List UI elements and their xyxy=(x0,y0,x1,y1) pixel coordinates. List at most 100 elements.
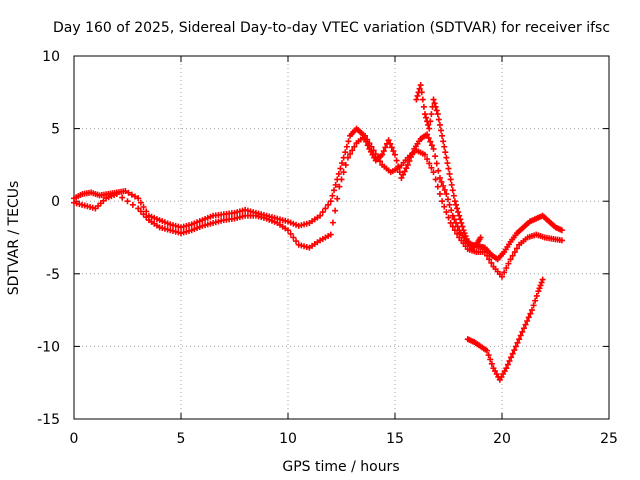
y-tick-label: -10 xyxy=(37,339,60,355)
data-point xyxy=(439,132,446,139)
data-point-fill xyxy=(427,118,434,125)
x-tick-label: 25 xyxy=(600,431,618,447)
data-point xyxy=(439,198,446,205)
data-point-fill xyxy=(322,205,329,212)
data-point-fill xyxy=(449,187,456,194)
data-point-fill xyxy=(426,160,433,167)
plot-frame xyxy=(73,55,610,420)
data-point-fill xyxy=(124,198,131,205)
data-point-fill xyxy=(512,343,519,350)
data-point-fill xyxy=(533,292,540,299)
data-point-fill xyxy=(441,143,448,150)
data-point-fill xyxy=(486,256,493,263)
series-track-b xyxy=(71,132,565,280)
data-point-fill xyxy=(419,96,426,103)
data-point-fill xyxy=(448,207,455,214)
data-point-fill xyxy=(438,127,445,134)
data-point xyxy=(434,111,441,118)
data-point-fill xyxy=(443,209,450,216)
data-point-fill xyxy=(128,191,135,198)
data-point-fill xyxy=(290,234,297,241)
data-point xyxy=(443,190,450,197)
data-point-fill xyxy=(432,153,439,160)
series-track-c xyxy=(413,82,484,251)
data-point-fill xyxy=(485,352,492,359)
data-point-fill xyxy=(436,190,443,197)
data-point-fill xyxy=(445,165,452,172)
data-point-fill xyxy=(425,135,432,142)
data-point-fill xyxy=(428,142,435,149)
data-point-fill xyxy=(332,207,339,214)
ticks-layer: 0 5 10 15 20 25 -15 -10 -5 0 5 10 xyxy=(37,49,618,447)
data-point-fill xyxy=(334,195,341,202)
data-point-fill xyxy=(444,196,451,203)
data-point xyxy=(113,190,120,197)
data-point-fill xyxy=(428,111,435,118)
data-point xyxy=(362,132,369,139)
data-point xyxy=(484,347,491,354)
data-point-fill xyxy=(459,223,466,230)
data-point xyxy=(447,176,454,183)
data-point-fill xyxy=(432,103,439,110)
data-point-fill xyxy=(511,347,518,354)
data-point-fill xyxy=(425,121,432,128)
data-point xyxy=(344,154,351,161)
data-point-fill xyxy=(436,121,443,128)
data-point-fill xyxy=(428,164,435,171)
data-point-fill xyxy=(125,189,132,196)
data-point-fill xyxy=(403,165,410,172)
data-point-fill xyxy=(488,360,495,367)
data-point-fill xyxy=(484,252,491,259)
data-point-fill xyxy=(452,201,459,208)
data-point-fill xyxy=(538,279,545,286)
data-point-fill xyxy=(442,149,449,156)
data-point-fill xyxy=(335,170,342,177)
data-point xyxy=(535,288,542,295)
x-axis-title: GPS time / hours xyxy=(282,459,399,475)
data-point-fill xyxy=(446,201,453,208)
data-point-fill xyxy=(509,252,516,259)
data-point-fill xyxy=(457,216,464,223)
data-point-fill xyxy=(536,285,543,292)
data-point xyxy=(456,212,463,219)
data-point-fill xyxy=(514,339,521,346)
data-point-fill xyxy=(448,181,455,188)
data-point-fill xyxy=(519,328,526,335)
data-point-fill xyxy=(380,148,387,155)
data-point-fill xyxy=(451,216,458,223)
data-point-fill xyxy=(444,160,451,167)
data-point xyxy=(426,125,433,132)
data-point xyxy=(460,227,467,234)
data-point-fill xyxy=(438,178,445,185)
data-point xyxy=(539,276,546,283)
x-tick-label: 0 xyxy=(70,431,79,447)
data-point-fill xyxy=(530,302,537,309)
data-point xyxy=(477,234,484,241)
data-point xyxy=(398,174,405,181)
data-point-fill xyxy=(319,209,326,216)
data-point-fill xyxy=(488,259,495,266)
data-point-fill xyxy=(349,147,356,154)
data-point-fill xyxy=(513,245,520,252)
data-point-fill xyxy=(366,140,373,147)
data-point xyxy=(424,131,431,138)
y-tick-label: 0 xyxy=(51,194,60,210)
data-point-fill xyxy=(343,143,350,150)
data-point-fill xyxy=(435,167,442,174)
data-point-fill xyxy=(520,325,527,332)
data-point-fill xyxy=(332,181,339,188)
data-point xyxy=(417,82,424,89)
data-point xyxy=(558,237,565,244)
data-point-fill xyxy=(387,140,394,147)
data-point-fill xyxy=(382,144,389,151)
data-point-fill xyxy=(364,136,371,143)
x-tick-label: 10 xyxy=(279,431,297,447)
data-point-fill xyxy=(440,138,447,145)
data-point-fill xyxy=(351,143,358,150)
data-point-fill xyxy=(504,361,511,368)
data-point-fill xyxy=(501,269,508,276)
data-point-fill xyxy=(414,92,421,99)
data-point-fill xyxy=(374,154,381,161)
data-point xyxy=(481,249,488,256)
data-point-fill xyxy=(503,264,510,271)
